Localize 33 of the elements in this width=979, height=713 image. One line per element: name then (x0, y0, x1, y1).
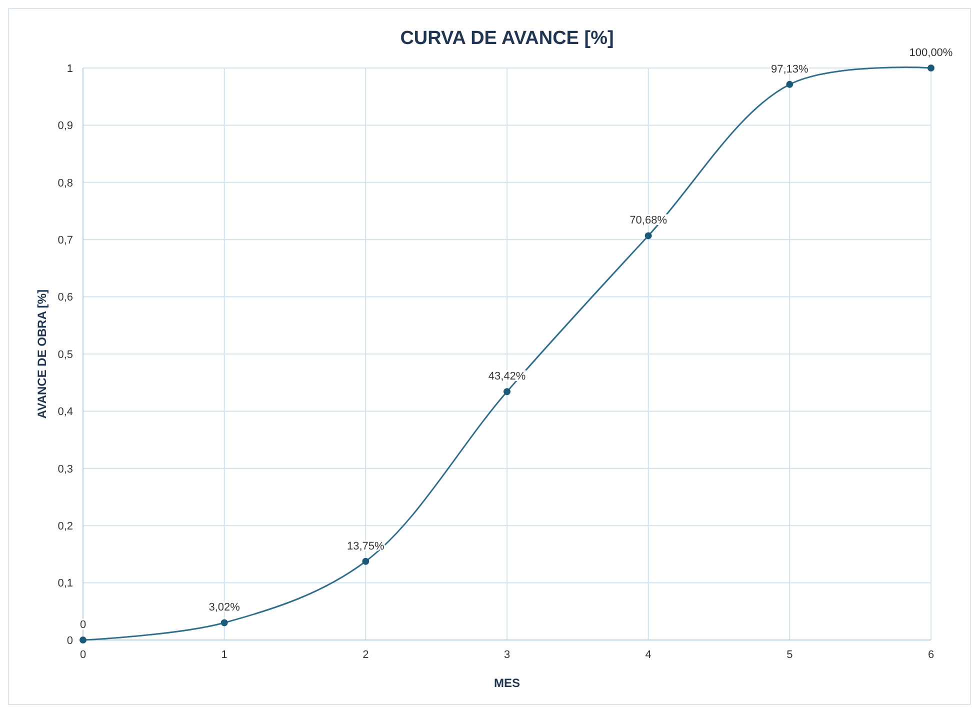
y-tick-label: 0 (66, 634, 73, 647)
y-tick-label: 0,3 (58, 463, 73, 476)
data-label: 3,02% (208, 602, 240, 614)
data-label: 13,75% (347, 540, 385, 552)
y-tick-label: 0,7 (58, 234, 73, 246)
x-tick-label: 4 (645, 649, 652, 661)
y-tick-label: 0,4 (58, 406, 73, 418)
y-tick-label: 0,6 (58, 292, 73, 304)
data-label: 100,00% (909, 47, 953, 59)
x-tick-label: 2 (362, 649, 369, 661)
y-tick-label: 0,2 (58, 520, 73, 532)
x-tick-label: 3 (504, 649, 510, 661)
x-tick-label: 6 (928, 649, 934, 661)
y-tick-label: 0,1 (58, 578, 73, 590)
y-tick-label: 0,5 (58, 348, 73, 361)
point (80, 636, 86, 644)
y-tick-label: 0,8 (58, 177, 73, 190)
x-tick-label: 1 (221, 649, 228, 661)
x-axis-title: MES (494, 676, 520, 690)
point (362, 558, 370, 565)
data-label: 97,13% (771, 63, 809, 76)
point (928, 64, 934, 72)
point (644, 232, 652, 240)
point (220, 619, 228, 626)
data-label: 0 (80, 619, 86, 631)
x-tick-label: 0 (80, 649, 86, 661)
y-tick-label: 0,9 (58, 120, 73, 132)
chart-title: CURVA DE AVANCE [%] (400, 28, 614, 49)
y-tick-label: 1 (66, 62, 73, 75)
point (504, 388, 510, 396)
x-tick-label: 5 (786, 649, 793, 661)
y-axis-title: AVANCE DE OBRA [%] (35, 289, 49, 419)
point (786, 80, 794, 88)
